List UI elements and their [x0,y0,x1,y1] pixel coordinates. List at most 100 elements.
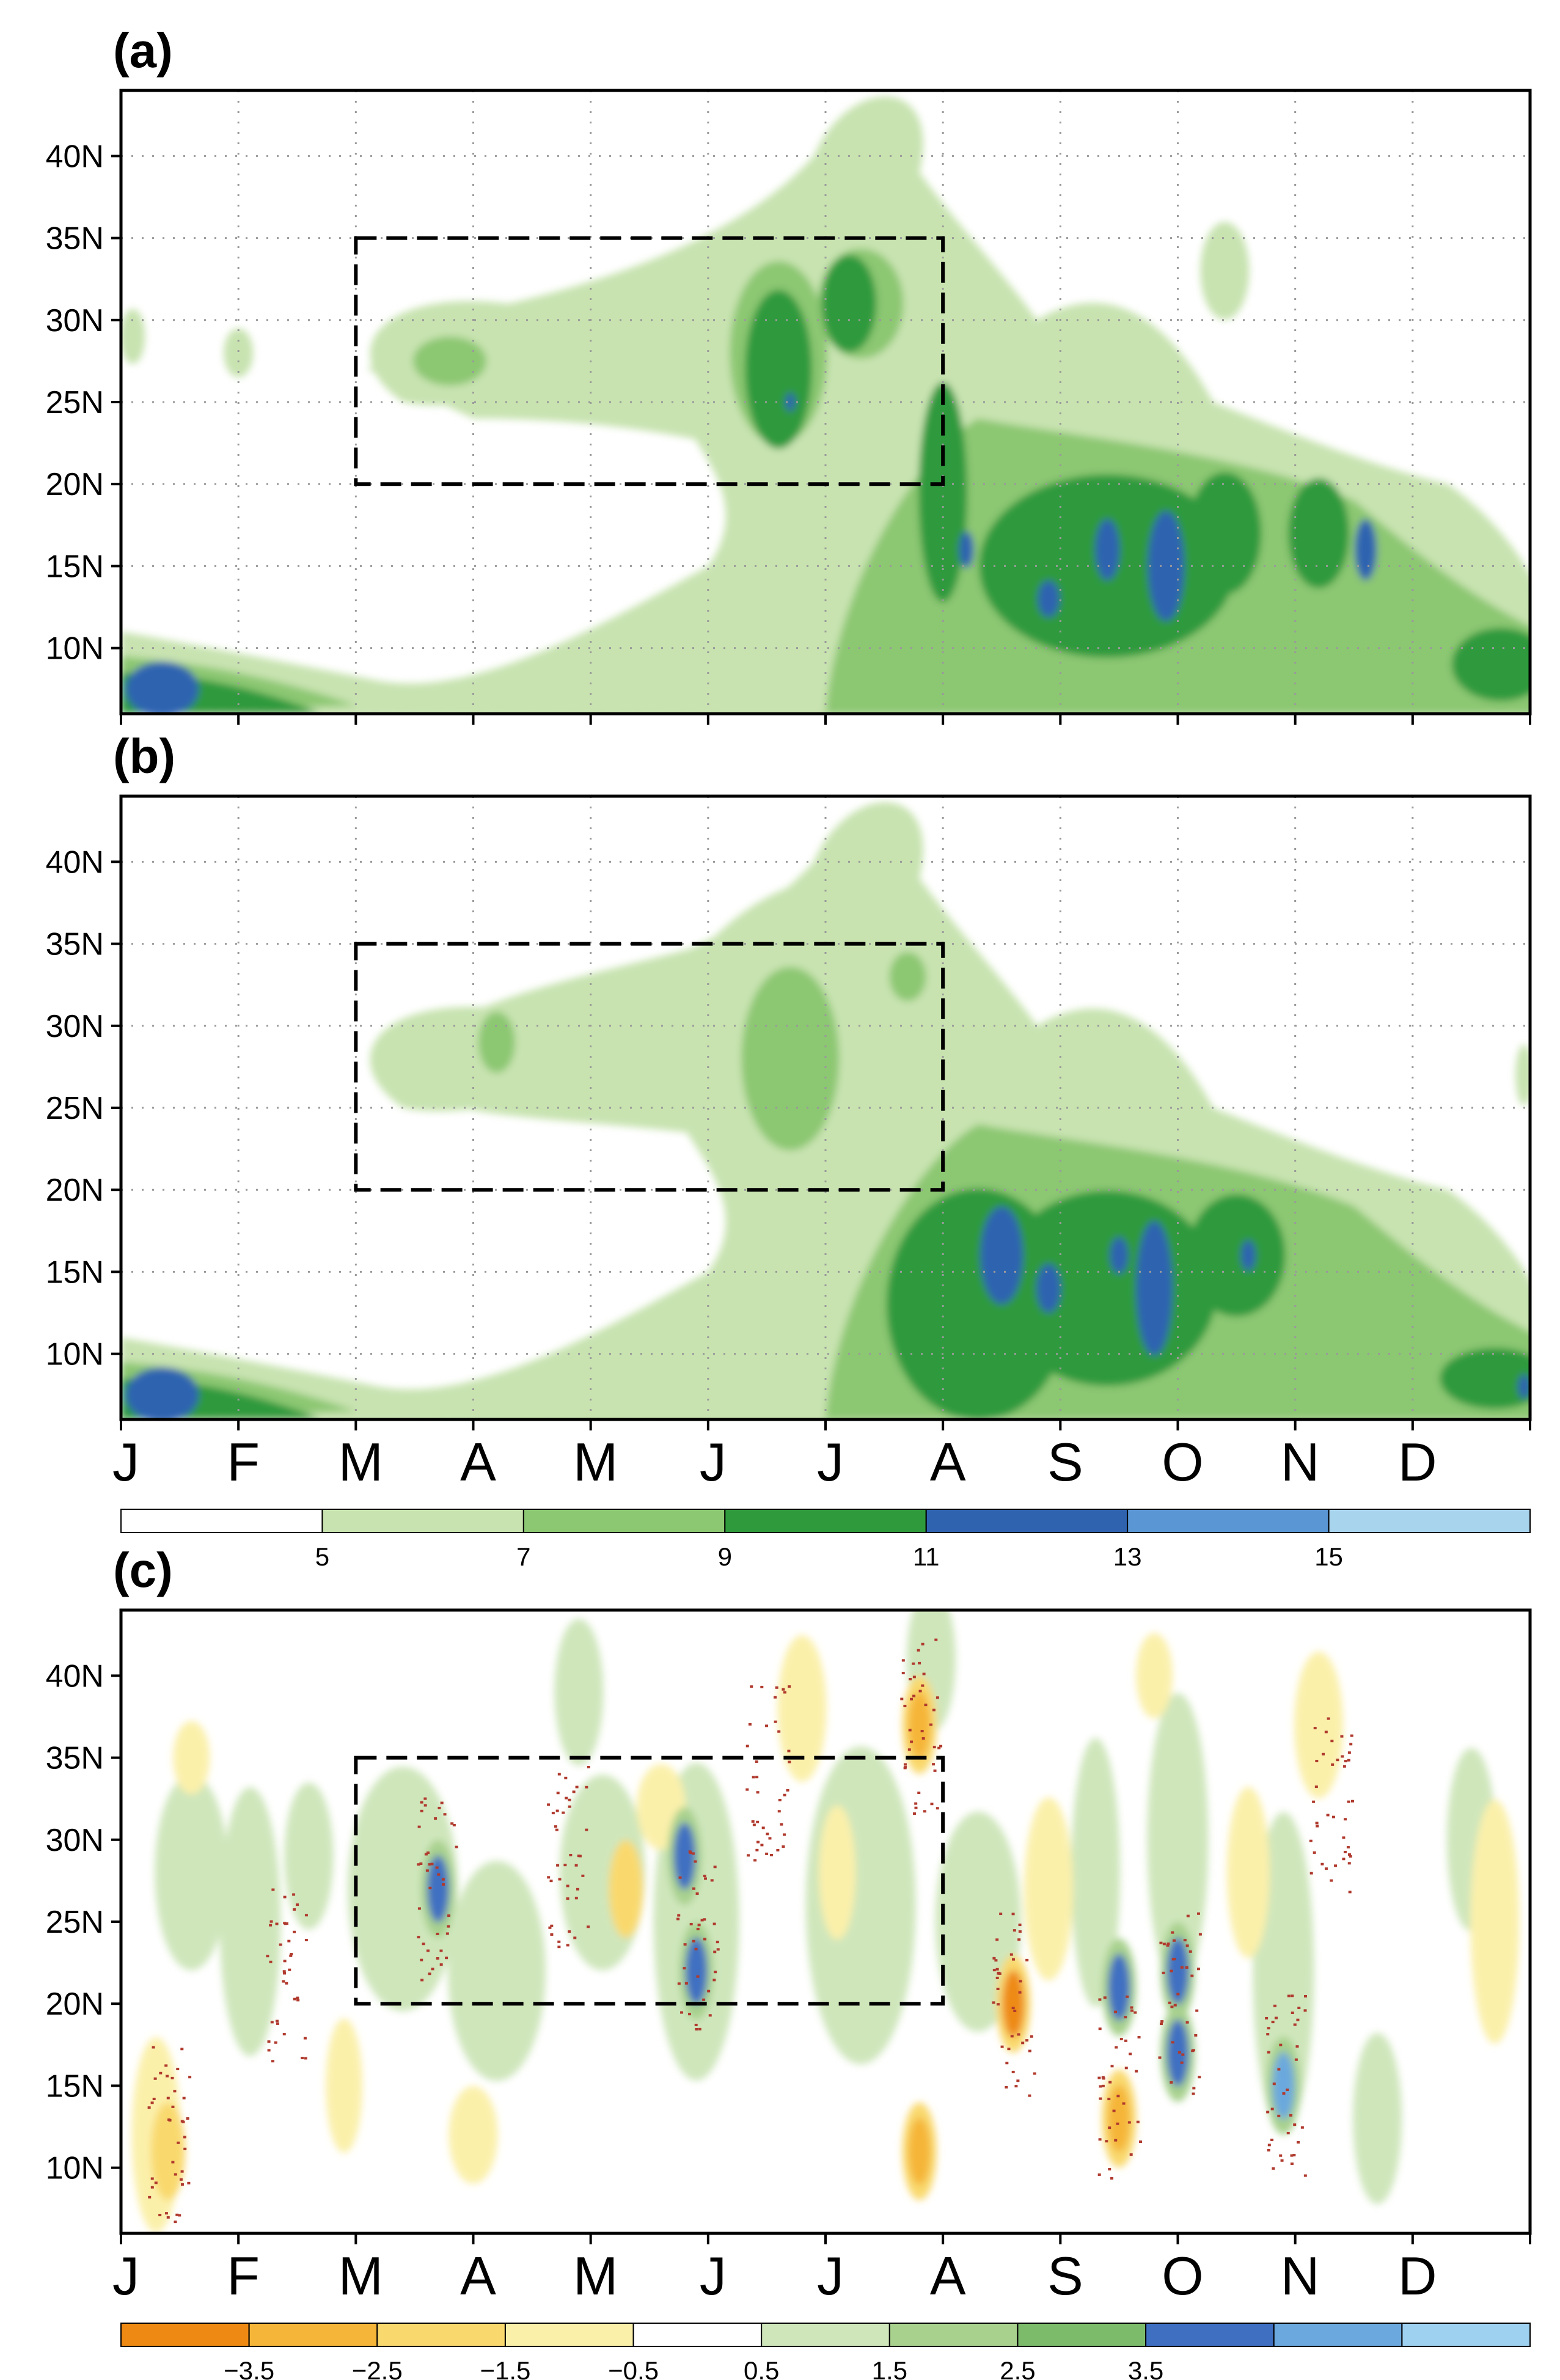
sig-dot [550,1933,554,1936]
y-tick-label: 30N [46,303,104,339]
sig-dot [1016,2079,1020,2082]
sig-dot [292,1893,296,1896]
sig-dot [765,1724,769,1727]
diff-patch [1136,1633,1173,1719]
month-label: A [930,1432,966,1492]
sig-dot [282,1970,286,1973]
sig-dot [568,1798,571,1801]
sig-dot [903,1763,907,1766]
sig-dot [1101,2076,1105,2079]
colorbar-c-segment [1017,2323,1147,2347]
sig-dot [689,1922,693,1925]
sig-dot [171,2105,175,2108]
sig-dot [1342,1765,1346,1768]
month-label: S [1047,1432,1083,1492]
sig-dot [912,1694,916,1697]
sig-dot [301,2057,304,2060]
sig-dot [904,1766,907,1769]
sig-dot [1347,1862,1351,1865]
sig-dot [417,1825,421,1828]
sig-dot [1097,2173,1101,2176]
diff-patch [615,1855,637,1923]
sig-dot [159,2071,163,2074]
sig-dot [1294,2058,1298,2061]
colorbar-ab-segment [724,1509,927,1533]
sig-dot [923,1810,926,1813]
panel-b-dashed-box [354,942,945,1192]
sig-dot [752,1776,755,1779]
sig-dot [683,1943,687,1946]
sig-dot [1290,2162,1294,2166]
sig-dot [1124,2016,1127,2019]
diff-patch [156,2117,179,2185]
sig-dot [1273,2004,1276,2007]
sig-dot [436,1932,439,1935]
sig-dot [1196,1912,1200,1915]
y-tick-label: 25N [46,1091,104,1126]
diff-patch [1166,1937,1189,2005]
sig-dot [700,1919,704,1922]
sig-dot [1271,2021,1275,2024]
sig-dot [1287,1994,1291,1997]
sig-dot [1295,2045,1299,2048]
sig-dot [1112,2109,1116,2112]
sig-dot [684,1982,688,1985]
sig-dot [186,2117,189,2120]
region-box [354,942,945,1192]
sig-dot [694,1947,698,1950]
region-box [354,236,945,486]
sig-dot [695,2027,698,2030]
sig-dot [901,1659,905,1662]
contour-blob [745,290,813,449]
contour-blob [1188,472,1262,595]
diff-patch [1166,2019,1189,2087]
sig-dot [428,1886,432,1889]
sig-dot [447,1925,450,1928]
diff-patch [1108,2085,1130,2153]
contour-blob [741,967,840,1151]
sig-dot [1279,2043,1283,2046]
sig-dot [1018,1991,1022,1994]
sig-dot [1099,2085,1102,2088]
sig-dot [788,1760,791,1763]
colorbar-ab-label: 11 [913,1542,940,1571]
sig-dot [932,1763,936,1766]
sig-dot [996,1987,1000,1990]
sig-dot [1171,1958,1175,1961]
sig-dot [921,1684,925,1687]
sig-dot [755,1848,759,1851]
sig-dot [419,1862,423,1866]
sig-dot [276,2022,279,2025]
sig-dot [1116,2122,1119,2125]
sig-dot [1137,2036,1141,2039]
diff-patch [284,1782,334,1930]
sig-dot [777,1730,781,1733]
sig-dot [1291,2012,1294,2015]
panel-a-label: (a) [113,23,173,78]
colorbar-c-label: 2.5 [1000,2356,1035,2380]
sig-dot [1266,2111,1270,2114]
sig-dot [154,2181,158,2184]
diff-patch [908,2117,931,2185]
sig-dot [267,2040,271,2043]
sig-dot [1177,2051,1181,2054]
contour-blob [1095,519,1120,580]
contour-blob [413,336,487,386]
panel-a-dashed-box [354,236,945,486]
sig-dot [430,1862,434,1866]
sig-dot [777,1810,781,1813]
sig-dot [1180,2061,1184,2064]
sig-dot [152,2098,156,2101]
sig-dot [568,1805,571,1808]
sig-dot [563,1864,567,1867]
sig-dot [183,2147,187,2150]
sig-dot [1018,1930,1022,1933]
sig-dot [296,1999,300,2002]
y-tick-label: 20N [46,1986,104,2022]
sig-dot [180,2048,184,2051]
sig-dot [683,1967,686,1970]
sig-dot [903,1704,907,1707]
sig-dot [1021,2041,1025,2045]
sig-dot [1097,2076,1101,2079]
sig-dot [1170,2081,1173,2084]
